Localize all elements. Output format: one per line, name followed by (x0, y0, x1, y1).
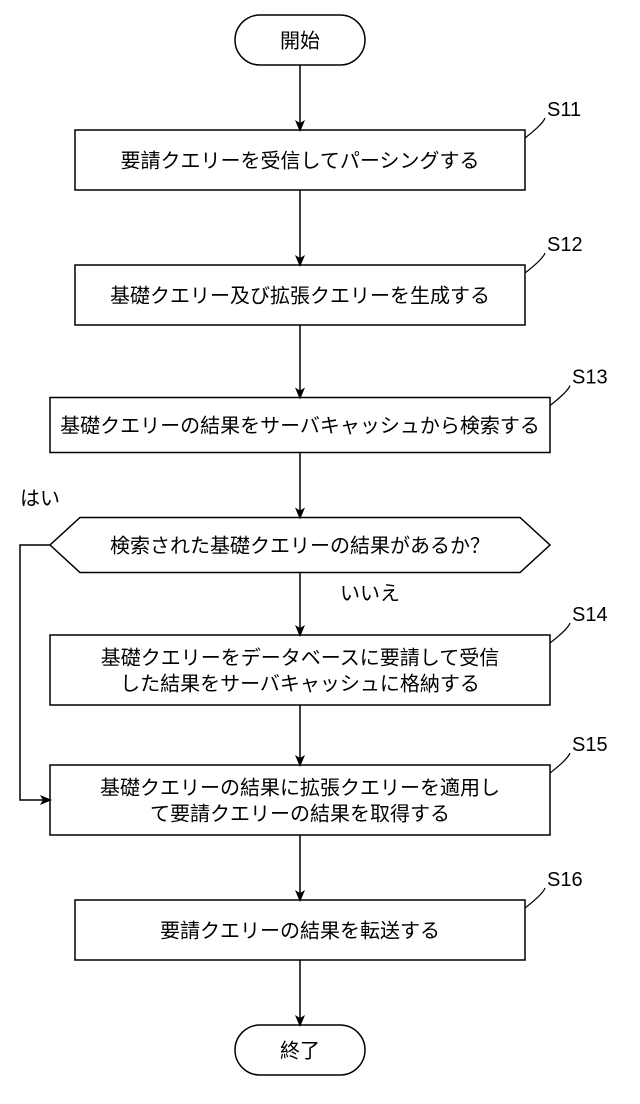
node-text: 基礎クエリーをデータベースに要請して受信 (101, 646, 499, 669)
node-text: 要請クエリーの結果を転送する (160, 919, 440, 942)
step-label: S14 (572, 604, 608, 626)
node-text: 終了 (280, 1039, 320, 1062)
step-label: S13 (572, 367, 608, 389)
flowchart-canvas: 開始要請クエリーを受信してパーシングする S11 基礎クエリー及び拡張クエリーを生成… (0, 0, 640, 1104)
node-text: て要請クエリーの結果を取得する (150, 802, 450, 825)
edge-label-yes: はい (20, 488, 60, 510)
node-text: 検索された基礎クエリーの結果があるか？ (110, 534, 490, 557)
step-label: S16 (547, 869, 583, 891)
step-callout (550, 623, 570, 643)
step-callout (525, 253, 545, 273)
edge-label: いいえ (340, 583, 400, 605)
node-text: 基礎クエリー及び拡張クエリーを生成する (110, 284, 490, 307)
node-text: 要請クエリーを受信してパーシングする (121, 149, 480, 172)
step-callout (525, 888, 545, 908)
node-text: 開始 (280, 29, 320, 52)
node-text: した結果をサーバキャッシュに格納する (120, 672, 480, 695)
node-text: 基礎クエリーの結果に拡張クエリーを適用し (100, 776, 500, 799)
step-callout (550, 386, 570, 406)
step-callout (550, 753, 570, 773)
node-text: 基礎クエリーの結果をサーバキャッシュから検索する (60, 414, 540, 437)
edge-yes-branch (20, 545, 50, 800)
step-label: S11 (547, 99, 581, 121)
step-callout (525, 118, 545, 138)
step-label: S12 (547, 234, 583, 256)
step-label: S15 (572, 734, 608, 756)
